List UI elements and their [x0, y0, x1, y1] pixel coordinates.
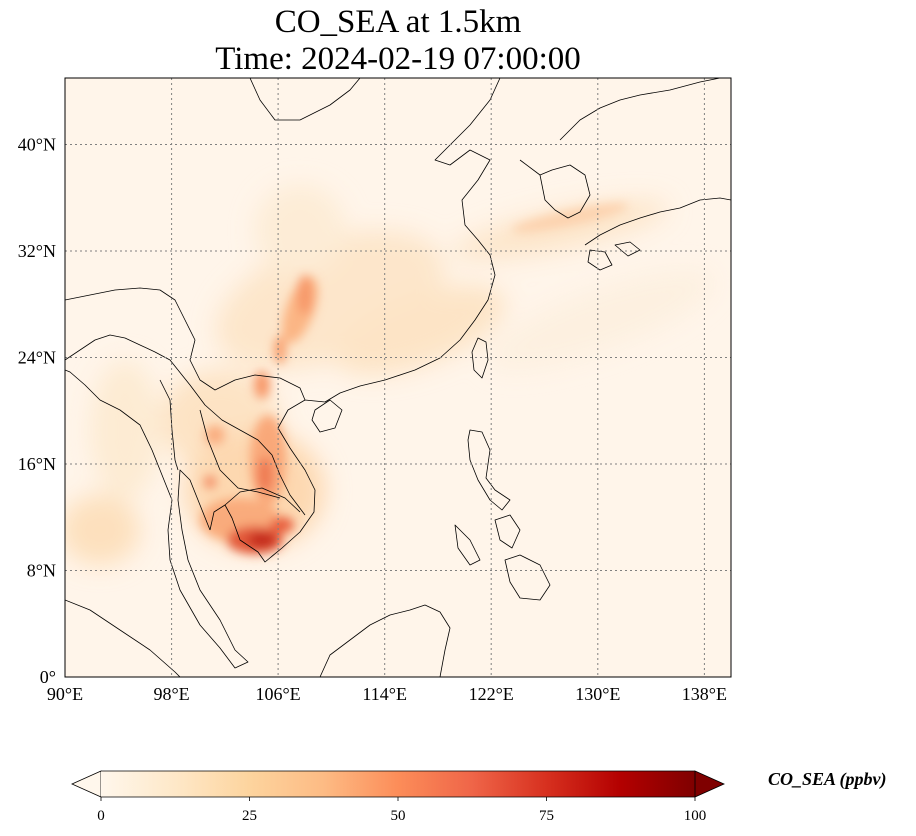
lat-tick-label: 0°	[40, 667, 56, 687]
colorbar-tick-label: 75	[539, 808, 554, 824]
coastlines	[65, 78, 731, 677]
lon-tick-label: 122°E	[469, 684, 514, 704]
lon-tick-label: 90°E	[47, 684, 83, 704]
colorbar-tick-label: 100	[684, 808, 707, 824]
lat-tick-labels: 40°N 32°N 24°N 16°N 8°N 0°	[18, 135, 56, 688]
colorbar-gradient	[101, 771, 695, 797]
gridlines	[65, 78, 731, 677]
lon-tick-label: 138°E	[682, 684, 727, 704]
lat-tick-label: 24°N	[18, 348, 56, 368]
lat-tick-label: 40°N	[18, 135, 56, 155]
lon-tick-label: 114°E	[362, 684, 407, 704]
lon-tick-label: 98°E	[153, 684, 189, 704]
lon-tick-label: 106°E	[255, 684, 300, 704]
lat-tick-label: 32°N	[18, 241, 56, 261]
map-subtitle-time: Time: 2024-02-19 07:00:00	[215, 41, 581, 77]
colorbar-tick-marks	[100, 797, 696, 801]
colorbar-extend-min	[71, 770, 102, 798]
lat-tick-label: 8°N	[27, 561, 56, 581]
map-title: CO_SEA at 1.5km	[274, 4, 522, 40]
colorbar-label: CO_SEA (ppbv)	[768, 769, 887, 789]
lat-tick-label: 16°N	[18, 454, 56, 474]
colorbar-tick-label: 0	[97, 808, 105, 824]
map-frame	[64, 77, 732, 678]
colorbar-extend-max	[694, 770, 725, 798]
lon-tick-labels: 90°E 98°E 106°E 114°E 122°E 130°E 138°E	[47, 684, 727, 704]
colorbar: 0 25 50 75 100	[71, 770, 725, 824]
map-background	[65, 78, 731, 677]
colorbar-tick-labels: 0 25 50 75 100	[97, 808, 706, 824]
lon-tick-label: 130°E	[575, 684, 620, 704]
colorbar-tick-label: 25	[242, 808, 257, 824]
colorbar-tick-label: 50	[391, 808, 406, 824]
